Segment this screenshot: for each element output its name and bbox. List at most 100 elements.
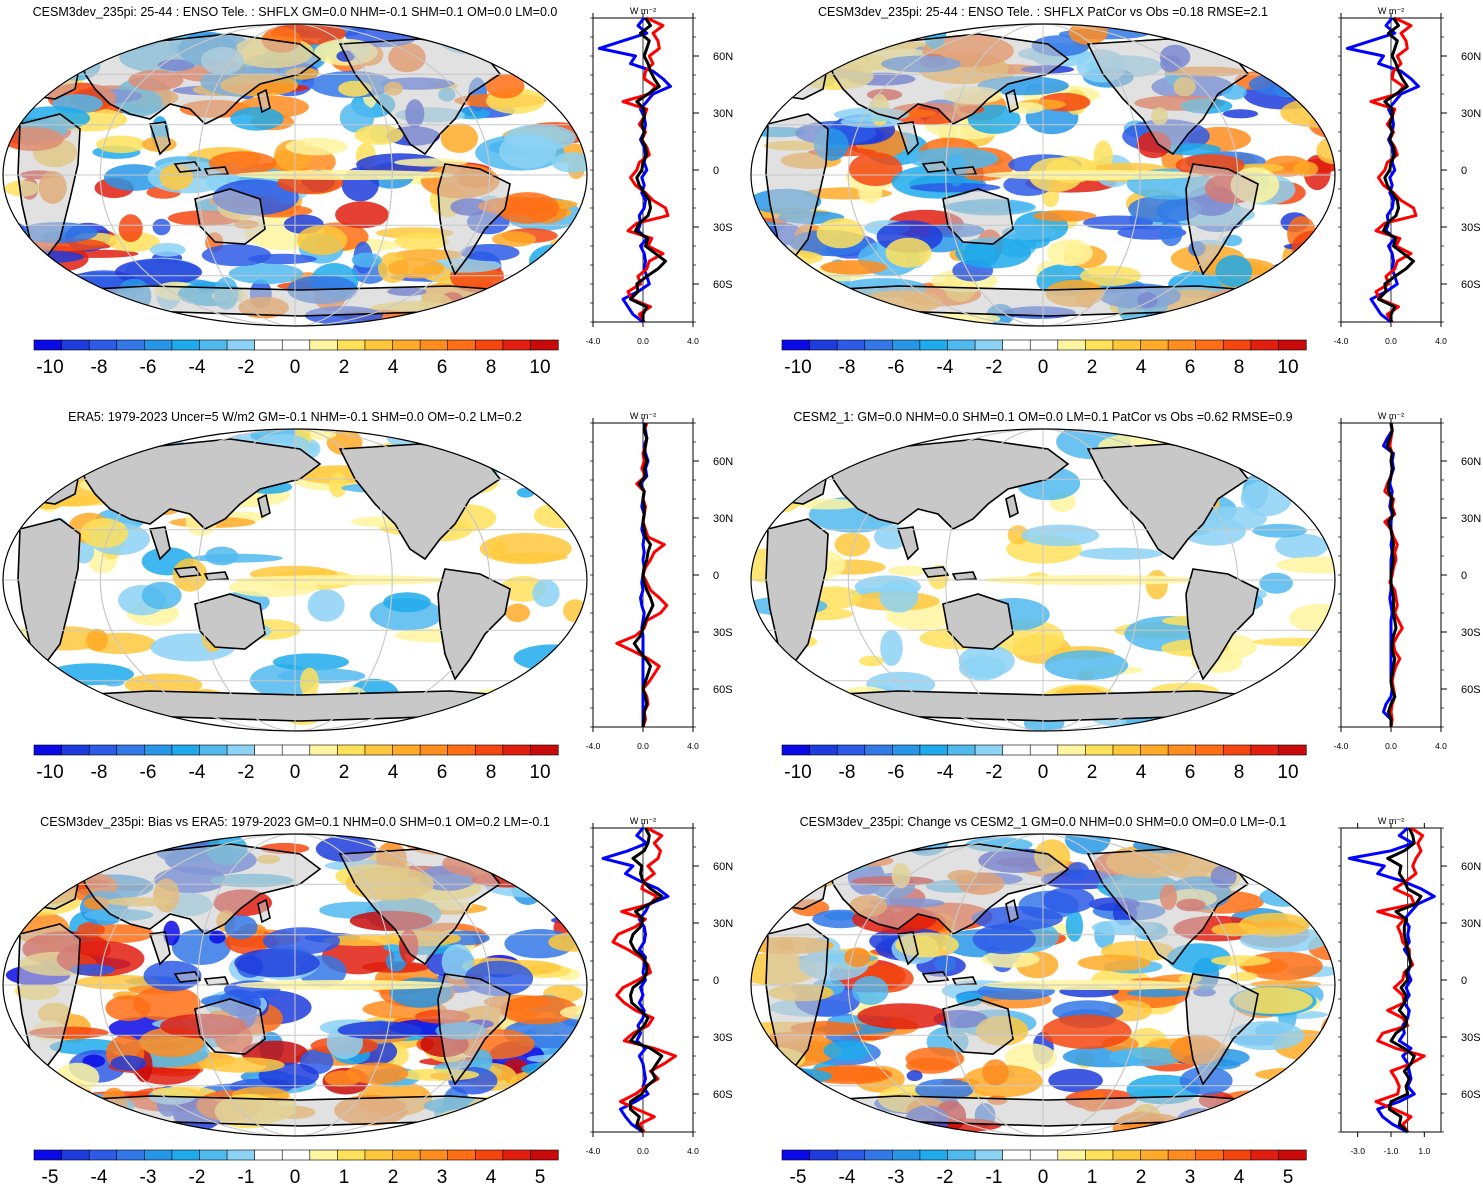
anomaly-patch	[1299, 1103, 1324, 1131]
land-masses	[17, 834, 556, 1127]
anomaly-patch	[328, 472, 347, 498]
anomaly-patch	[906, 1070, 923, 1082]
colorbar-swatch	[809, 744, 838, 756]
anomaly-patch	[851, 24, 871, 56]
anomaly-patch	[548, 932, 587, 952]
land-shape	[921, 161, 978, 176]
colorbar-label: 6	[1185, 762, 1196, 783]
anomaly-patch	[1065, 909, 1083, 942]
anomaly-patch	[56, 711, 82, 722]
anomaly-patch	[531, 839, 561, 855]
colorbar-label: -8	[91, 357, 108, 378]
anomaly-patch	[907, 314, 933, 324]
colorbar-label: 2	[339, 357, 350, 378]
lat-label: 0	[1461, 165, 1467, 177]
land-shape	[39, 690, 556, 722]
zonal-mean-plot: W m⁻² 60N 30N 0 30S 60S -4.0 0.0 4.0	[1334, 6, 1482, 346]
colorbar-swatch	[309, 1149, 338, 1161]
colorbar-label: 4	[1234, 1167, 1245, 1187]
colorbar-swatch	[974, 744, 1004, 756]
land-shape	[787, 285, 1304, 317]
anomaly-patch	[515, 1097, 574, 1108]
colorbar-swatch	[1029, 1149, 1059, 1161]
land-shape	[942, 998, 1014, 1055]
colorbar-label: -6	[888, 762, 905, 783]
colorbar-swatch	[781, 744, 811, 756]
anomaly-patch	[505, 33, 580, 57]
colorbar-swatch	[447, 339, 476, 351]
anomaly-patch	[887, 565, 929, 576]
anomaly-patch	[1265, 49, 1335, 81]
anomaly-patch	[277, 668, 366, 684]
panel-title: CESM3dev_235pi: 25-44 : ENSO Tele. : SHF…	[818, 5, 1268, 19]
x-tick-label: 0.0	[637, 741, 649, 751]
anomaly-patch	[26, 1092, 94, 1115]
land-shape	[942, 188, 1014, 245]
colorbar-swatch	[1002, 744, 1031, 756]
anomaly-patch	[835, 1113, 889, 1129]
graticule	[751, 24, 1335, 326]
colorbar-label: 0	[290, 762, 301, 783]
anomaly-patch	[1250, 980, 1321, 989]
colorbar-label: -6	[140, 357, 157, 378]
anomaly-patch	[440, 123, 479, 153]
anomaly-patch	[1211, 955, 1271, 967]
anomaly-patch	[103, 164, 165, 191]
anomaly-patch	[751, 867, 808, 879]
anomaly-patch	[285, 137, 348, 156]
lat-label: 30N	[1461, 108, 1481, 120]
colorbar-swatch	[281, 1149, 311, 1161]
land-shape	[921, 971, 978, 986]
land-masses	[765, 429, 1304, 722]
land-shape	[39, 285, 556, 317]
lat-label: 60N	[713, 861, 733, 873]
graticule	[751, 429, 1335, 731]
anomaly-patch	[247, 253, 317, 265]
anomaly-patch	[3, 836, 51, 860]
colorbar-label: 1	[1087, 1167, 1098, 1187]
panel-change-cesm2: CESM3dev_235pi: Change vs CESM2_1 GM=0.0…	[750, 815, 1481, 1187]
anomaly-patch	[55, 1062, 100, 1093]
anomaly-patch	[844, 947, 871, 968]
anomaly-patch	[1293, 161, 1319, 177]
anomaly-patch	[1268, 281, 1335, 316]
land-shape	[827, 33, 1070, 125]
anomaly-patch	[68, 834, 102, 861]
land-shape	[39, 1095, 556, 1127]
longitude-line	[847, 24, 1239, 326]
colorbar-label: 0	[1038, 357, 1049, 378]
land-shape	[437, 163, 511, 276]
x-tick-label: -4.0	[1334, 741, 1349, 751]
colorbar-label: -2	[189, 1167, 206, 1187]
zonal-series-blue	[601, 827, 670, 1134]
anomaly-patch	[516, 487, 535, 498]
zonal-mean-plot: W m⁻² 60N 30N 0 30S 60S -3.0 -1.0 1.0	[1338, 816, 1481, 1156]
colorbar-swatch	[419, 744, 449, 756]
colorbar-swatch	[447, 744, 476, 756]
anomaly-patch	[798, 873, 834, 889]
colorbar-swatch	[1029, 339, 1059, 351]
colorbar-swatch	[947, 339, 976, 351]
anomaly-patch	[3, 868, 35, 894]
colorbar-swatch	[919, 744, 949, 756]
anomaly-patch	[337, 1021, 423, 1040]
anomaly-patch	[1239, 296, 1324, 323]
anomaly-patch	[205, 546, 239, 566]
anomaly-patch	[905, 1047, 965, 1071]
lat-label: 30N	[1461, 513, 1481, 525]
anomaly-patch	[3, 678, 56, 700]
anomaly-patch	[780, 870, 815, 881]
land-shape	[1185, 973, 1259, 1086]
anomaly-patch	[819, 1110, 904, 1136]
colorbar-label: 1	[339, 1167, 350, 1187]
anomaly-patch	[1108, 1047, 1184, 1067]
anomaly-patch	[958, 644, 1015, 678]
anomaly-patch	[1032, 210, 1097, 222]
anomaly-patch	[124, 673, 203, 697]
lat-label: 60N	[1461, 51, 1481, 63]
land-shape	[194, 593, 266, 650]
land-shape	[1005, 493, 1019, 519]
colorbar-swatch	[337, 744, 366, 756]
anomaly-patch	[1048, 1068, 1103, 1093]
colorbar-swatch	[1057, 744, 1086, 756]
